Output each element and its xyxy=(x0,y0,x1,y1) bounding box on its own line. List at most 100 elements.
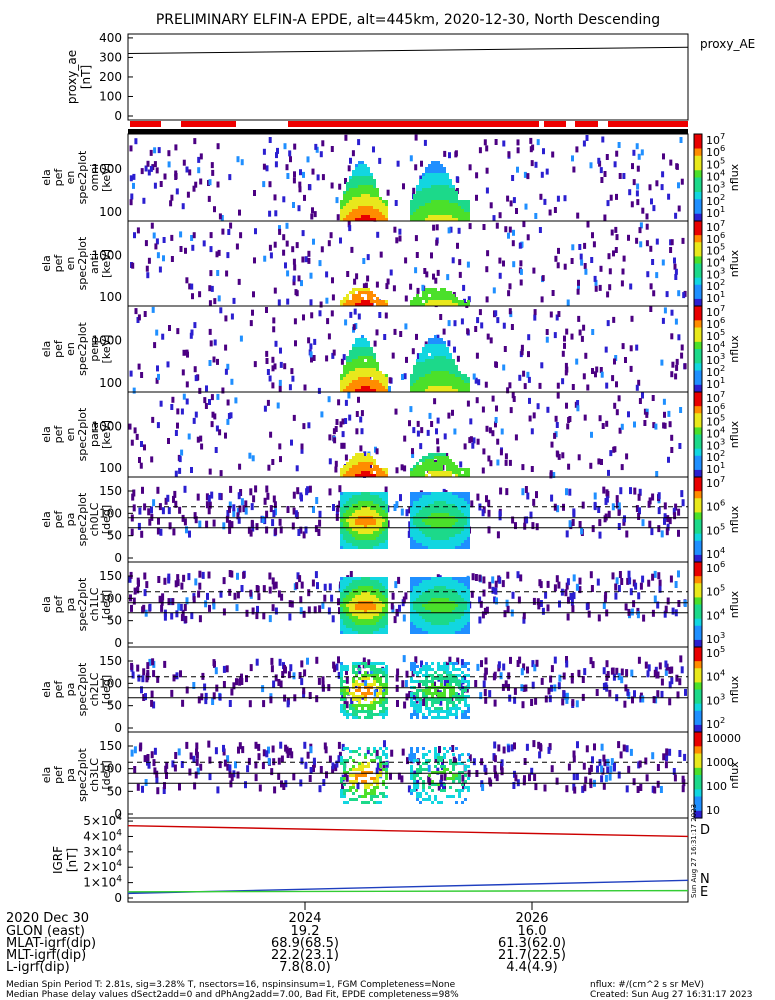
flux-pixel xyxy=(591,525,595,533)
flux-cell xyxy=(364,537,367,540)
flux-cell xyxy=(352,362,355,365)
flux-cell xyxy=(431,595,434,598)
flux-pixel xyxy=(267,464,271,471)
colorbar-step xyxy=(694,551,702,556)
colorbar-step xyxy=(694,163,702,168)
flux-cell xyxy=(370,513,373,516)
flux-pixel xyxy=(606,671,610,678)
flux-cell xyxy=(373,212,376,215)
flux-cell xyxy=(364,368,367,371)
flux-pixel xyxy=(186,191,190,198)
flux-cell xyxy=(361,359,364,362)
flux-pixel xyxy=(637,592,641,600)
flux-pixel xyxy=(522,612,526,620)
flux-cell xyxy=(455,595,458,598)
flux-pixel xyxy=(373,689,377,697)
flux-cell xyxy=(367,495,370,498)
flux-pixel xyxy=(660,690,664,698)
flux-pixel xyxy=(512,229,515,236)
flux-cell xyxy=(437,350,440,353)
flux-cell xyxy=(385,543,388,546)
flux-pixel xyxy=(513,687,517,695)
flux-pixel xyxy=(131,262,135,269)
flux-pixel xyxy=(161,507,165,515)
flux-cell xyxy=(449,595,452,598)
flux-cell xyxy=(443,474,446,477)
flux-cell xyxy=(358,580,361,583)
flux-cell xyxy=(452,537,455,540)
flux-pixel xyxy=(132,504,136,512)
flux-pixel xyxy=(349,157,352,164)
flux-cell xyxy=(431,209,434,212)
flux-pixel xyxy=(581,676,585,683)
flux-cell xyxy=(367,291,370,294)
flux-cell xyxy=(355,546,358,549)
flux-cell xyxy=(431,356,434,359)
flux-pixel xyxy=(451,257,455,264)
flux-cell xyxy=(355,592,358,595)
flux-pixel xyxy=(350,698,354,706)
flux-cell xyxy=(458,519,461,522)
colorbar-step xyxy=(694,533,702,538)
flux-pixel xyxy=(335,663,339,671)
flux-cell xyxy=(461,586,464,589)
flux-cell xyxy=(379,468,382,471)
flux-cell xyxy=(376,468,379,471)
flux-pixel xyxy=(598,519,602,527)
flux-cell xyxy=(416,465,419,468)
colorbar-step xyxy=(694,188,702,193)
flux-cell xyxy=(379,510,382,513)
flux-cell xyxy=(437,291,440,294)
flux-cell xyxy=(467,604,470,607)
flux-cell xyxy=(361,200,364,203)
flux-pixel xyxy=(476,438,480,445)
flux-cell xyxy=(464,589,467,592)
flux-cell xyxy=(452,631,455,634)
flux-cell xyxy=(364,209,367,212)
flux-cell xyxy=(358,206,361,209)
flux-cell xyxy=(370,540,373,543)
flux-cell xyxy=(349,200,352,203)
flux-cell xyxy=(458,598,461,601)
flux-pixel xyxy=(646,670,650,678)
flux-cell xyxy=(416,540,419,543)
flux-cell xyxy=(437,546,440,549)
flux-cell xyxy=(452,510,455,513)
flux-pixel xyxy=(302,314,305,321)
flux-cell xyxy=(440,613,443,616)
flux-cell xyxy=(443,631,446,634)
flux-pixel xyxy=(571,699,575,707)
flux-cell xyxy=(431,170,434,173)
flux-cell xyxy=(428,507,431,510)
flux-cell xyxy=(431,519,434,522)
flux-cell xyxy=(440,513,443,516)
flux-cell xyxy=(361,462,364,465)
flux-cell xyxy=(346,580,349,583)
flux-pixel xyxy=(278,658,282,666)
flux-pixel xyxy=(577,279,580,286)
flux-cell xyxy=(370,356,373,359)
flux-cell xyxy=(434,297,437,300)
flux-cell xyxy=(422,628,425,631)
flux-pixel xyxy=(134,308,138,315)
flux-cell xyxy=(410,203,413,206)
flux-cell xyxy=(425,456,428,459)
flux-pixel xyxy=(315,656,319,664)
flux-pixel xyxy=(408,521,412,529)
flux-pixel xyxy=(175,610,179,618)
flux-pixel xyxy=(176,579,180,587)
flux-cell xyxy=(361,607,364,610)
flux-pixel xyxy=(137,314,141,321)
flux-cell xyxy=(349,692,352,695)
flux-pixel xyxy=(651,493,655,501)
flux-cell xyxy=(422,203,425,206)
flux-cell xyxy=(434,622,437,625)
flux-cell xyxy=(343,589,346,592)
flux-cell xyxy=(428,471,431,474)
flux-cell xyxy=(431,459,434,462)
flux-cell xyxy=(467,607,470,610)
flux-pixel xyxy=(657,507,661,515)
flux-pixel xyxy=(611,572,615,580)
flux-pixel xyxy=(614,226,618,233)
